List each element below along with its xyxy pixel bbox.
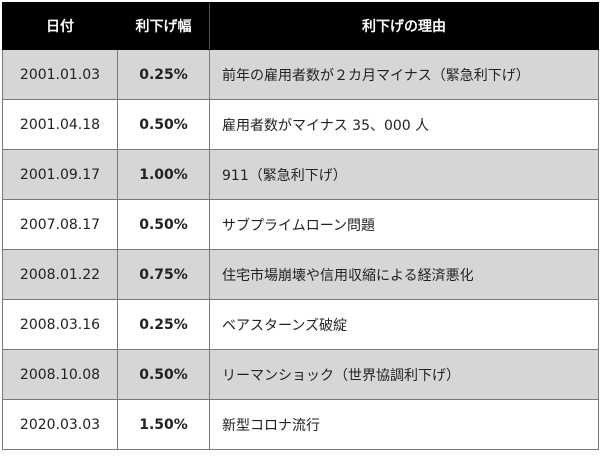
cell-rate-cut-size: 0.50% bbox=[117, 199, 210, 250]
cell-date: 2007.08.17 bbox=[2, 199, 118, 250]
cell-rate-cut-size: 1.00% bbox=[117, 149, 210, 200]
rate-cut-table: 日付 利下げ幅 利下げの理由 2001.01.03 0.25% 前年の雇用者数が２カ… bbox=[2, 2, 599, 450]
cell-rate-cut-size: 0.75% bbox=[117, 249, 210, 300]
cell-rate-cut-size: 0.50% bbox=[117, 349, 210, 400]
header-rate-cut-size: 利下げ幅 bbox=[117, 2, 210, 50]
table-row: 2001.09.17 1.00% 911（緊急利下げ） bbox=[2, 149, 599, 200]
table-row: 2008.10.08 0.50% リーマンショック（世界協調利下げ） bbox=[2, 349, 599, 400]
cell-rate-cut-reason: 前年の雇用者数が２カ月マイナス（緊急利下げ） bbox=[209, 49, 599, 100]
table-row: 2008.01.22 0.75% 住宅市場崩壊や信用収縮による経済悪化 bbox=[2, 249, 599, 300]
cell-rate-cut-reason: リーマンショック（世界協調利下げ） bbox=[209, 349, 599, 400]
cell-rate-cut-reason: 住宅市場崩壊や信用収縮による経済悪化 bbox=[209, 249, 599, 300]
header-date: 日付 bbox=[2, 2, 118, 50]
cell-date: 2008.10.08 bbox=[2, 349, 118, 400]
cell-date: 2001.09.17 bbox=[2, 149, 118, 200]
table-row: 2001.01.03 0.25% 前年の雇用者数が２カ月マイナス（緊急利下げ） bbox=[2, 49, 599, 100]
cell-date: 2008.01.22 bbox=[2, 249, 118, 300]
cell-rate-cut-size: 0.25% bbox=[117, 49, 210, 100]
cell-rate-cut-size: 0.25% bbox=[117, 299, 210, 350]
cell-date: 2008.03.16 bbox=[2, 299, 118, 350]
cell-rate-cut-size: 1.50% bbox=[117, 399, 210, 450]
table-row: 2008.03.16 0.25% ベアスターンズ破綻 bbox=[2, 299, 599, 350]
cell-date: 2001.04.18 bbox=[2, 99, 118, 150]
table-row: 2020.03.03 1.50% 新型コロナ流行 bbox=[2, 399, 599, 450]
cell-rate-cut-size: 0.50% bbox=[117, 99, 210, 150]
cell-date: 2001.01.03 bbox=[2, 49, 118, 100]
cell-rate-cut-reason: 新型コロナ流行 bbox=[209, 399, 599, 450]
table-row: 2001.04.18 0.50% 雇用者数がマイナス 35、000 人 bbox=[2, 99, 599, 150]
header-rate-cut-reason: 利下げの理由 bbox=[209, 2, 599, 50]
cell-rate-cut-reason: ベアスターンズ破綻 bbox=[209, 299, 599, 350]
cell-rate-cut-reason: サブプライムローン問題 bbox=[209, 199, 599, 250]
table-body: 2001.01.03 0.25% 前年の雇用者数が２カ月マイナス（緊急利下げ） 200… bbox=[2, 49, 599, 450]
cell-rate-cut-reason: 911（緊急利下げ） bbox=[209, 149, 599, 200]
table-header-row: 日付 利下げ幅 利下げの理由 bbox=[2, 2, 599, 50]
cell-rate-cut-reason: 雇用者数がマイナス 35、000 人 bbox=[209, 99, 599, 150]
cell-date: 2020.03.03 bbox=[2, 399, 118, 450]
table-row: 2007.08.17 0.50% サブプライムローン問題 bbox=[2, 199, 599, 250]
